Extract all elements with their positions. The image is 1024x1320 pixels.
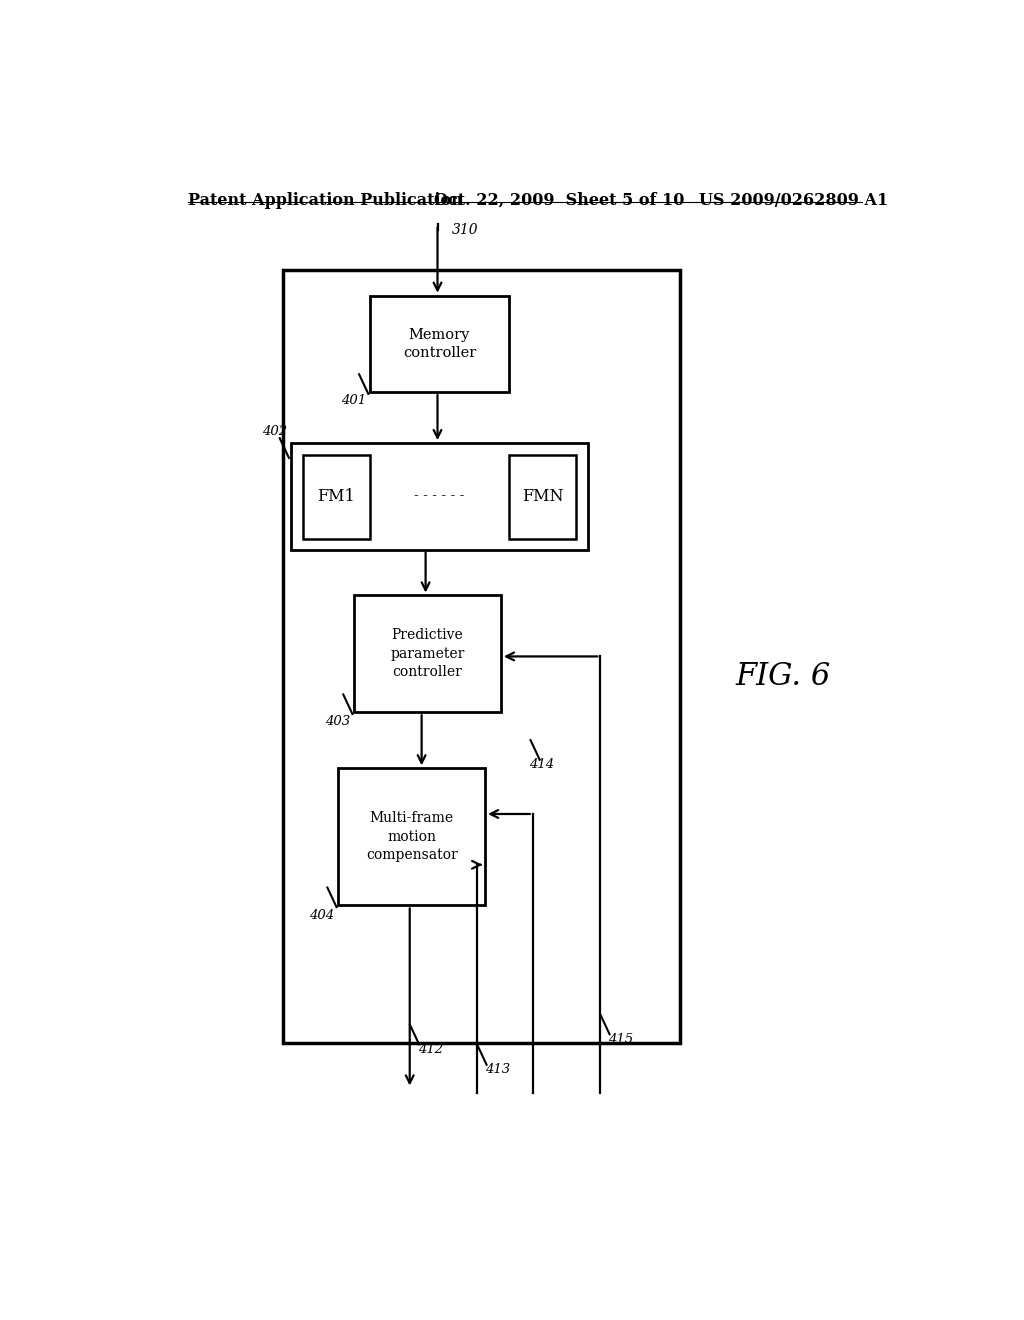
Text: - - - - - -: - - - - - - <box>415 490 465 503</box>
Text: Patent Application Publication: Patent Application Publication <box>187 191 462 209</box>
Text: 402: 402 <box>261 425 287 438</box>
Text: Multi-frame
motion
compensator: Multi-frame motion compensator <box>366 812 458 862</box>
Text: 414: 414 <box>528 758 554 771</box>
FancyBboxPatch shape <box>303 455 370 539</box>
Text: 413: 413 <box>485 1063 510 1076</box>
FancyBboxPatch shape <box>338 768 485 906</box>
Text: 415: 415 <box>608 1032 633 1045</box>
Text: 403: 403 <box>325 715 350 729</box>
FancyBboxPatch shape <box>354 595 501 713</box>
FancyBboxPatch shape <box>509 455 577 539</box>
FancyBboxPatch shape <box>283 271 680 1043</box>
Text: Memory
controller: Memory controller <box>402 327 476 360</box>
Text: FIG. 6: FIG. 6 <box>735 661 830 692</box>
Text: FM1: FM1 <box>317 488 355 506</box>
Text: 310: 310 <box>452 223 478 236</box>
Text: 404: 404 <box>309 908 334 921</box>
Text: Predictive
parameter
controller: Predictive parameter controller <box>390 628 465 680</box>
Text: US 2009/0262809 A1: US 2009/0262809 A1 <box>699 191 889 209</box>
Text: 401: 401 <box>341 395 367 407</box>
Text: 412: 412 <box>418 1043 442 1056</box>
FancyBboxPatch shape <box>370 296 509 392</box>
FancyBboxPatch shape <box>291 444 588 549</box>
Text: Oct. 22, 2009  Sheet 5 of 10: Oct. 22, 2009 Sheet 5 of 10 <box>433 191 684 209</box>
Text: FMN: FMN <box>522 488 563 506</box>
